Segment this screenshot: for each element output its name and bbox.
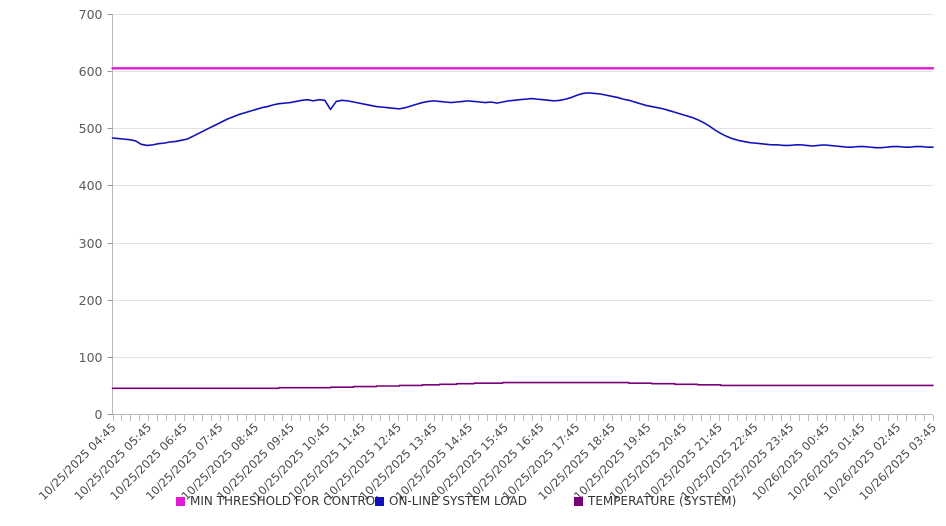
legend-swatch (176, 497, 185, 506)
y-tick-label: 400 (79, 178, 103, 193)
y-tick-label: 500 (79, 121, 103, 136)
legend-swatch (375, 497, 384, 506)
y-axis-group: 0 100 200 300 400 500 600 700 (79, 7, 113, 422)
series-group (111, 67, 935, 390)
legend-label: ON-LINE SYSTEM LOAD (389, 494, 527, 508)
series-line (111, 92, 934, 149)
legend-label: MIN THRESHOLD FOR CONTROL (190, 494, 382, 508)
y-tick-label: 300 (79, 236, 103, 251)
y-tick-marks (107, 14, 113, 415)
y-tick-labels: 0 100 200 300 400 500 600 700 (79, 7, 103, 422)
series-line (111, 381, 934, 390)
y-tick-label: 600 (79, 64, 103, 79)
gridlines-group (112, 14, 933, 415)
legend-swatch (574, 497, 583, 506)
y-tick-label: 200 (79, 293, 103, 308)
y-tick-label: 700 (79, 7, 103, 22)
x-minor-ticks (113, 415, 934, 421)
y-tick-label: 0 (95, 407, 103, 422)
y-tick-label: 100 (79, 350, 103, 365)
legend-label: TEMPERATURE (SYSTEM) (587, 494, 736, 508)
chart-legend: MIN THRESHOLD FOR CONTROL ON-LINE SYSTEM … (176, 494, 736, 508)
